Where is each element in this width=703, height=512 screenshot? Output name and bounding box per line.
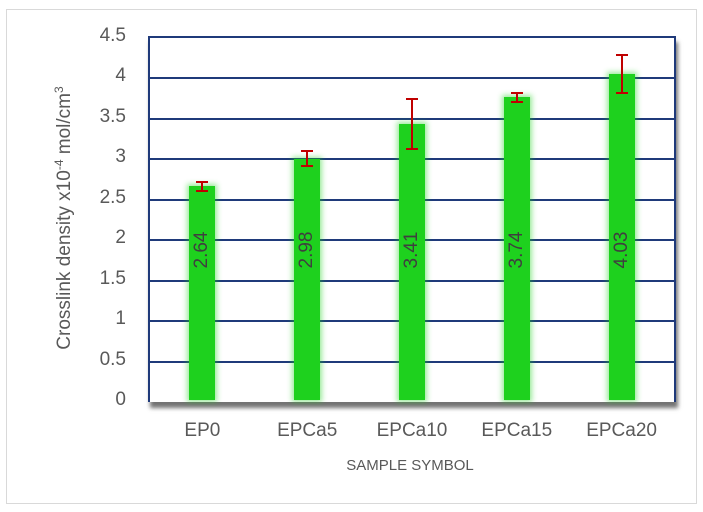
error-bar-cap	[301, 165, 314, 168]
x-tick-label: EPCa5	[277, 420, 338, 441]
error-bar	[411, 99, 413, 150]
x-tick-label: EPCa20	[586, 420, 657, 441]
error-bar	[306, 150, 309, 167]
x-tick-label: EP0	[184, 420, 221, 441]
error-bar	[620, 54, 623, 94]
error-bar-cap	[510, 92, 523, 95]
x-tick-label: EPCa15	[481, 420, 553, 441]
error-bar-cap	[615, 53, 628, 56]
x-axis-label: SAMPLE SYMBOL	[346, 457, 474, 474]
y-tick-label: 1.5	[99, 267, 126, 289]
error-bar-cap	[406, 148, 418, 151]
gridline	[150, 77, 674, 80]
bar: 3.74	[503, 97, 530, 400]
bar: 2.98	[294, 158, 321, 400]
error-bar	[201, 181, 204, 192]
bar-value-label: 3.41	[401, 231, 422, 269]
error-bar-cap	[615, 92, 628, 95]
bar: 4.03	[608, 74, 635, 400]
y-tick-label: 0	[115, 389, 126, 410]
y-tick-label: 4	[115, 65, 126, 87]
x-tick-label: EPCa10	[376, 420, 448, 441]
y-tick-label: 3	[115, 146, 126, 168]
y-tick-label: 2	[115, 227, 126, 249]
error-bar	[515, 93, 518, 103]
y-tick-label: 1	[115, 308, 126, 330]
y-tick-label: 3.5	[99, 105, 126, 127]
bar: 3.41	[399, 124, 425, 400]
bar-value-label: 4.03	[610, 231, 632, 269]
error-bar-cap	[510, 101, 523, 104]
bar: 2.64	[189, 186, 216, 400]
bar-value-label: 2.64	[191, 231, 213, 269]
error-bar-cap	[406, 98, 418, 101]
error-bar-cap	[301, 149, 314, 152]
bar-value-label: 3.74	[505, 231, 527, 269]
y-tick-label: 0.5	[99, 348, 126, 370]
y-tick-label: 4.5	[99, 25, 126, 46]
y-axis-label: Crosslink density x10-4 mol/cm3	[51, 86, 76, 350]
y-tick-label: 2.5	[99, 186, 126, 208]
bar-value-label: 2.98	[296, 231, 318, 269]
error-bar-cap	[196, 190, 209, 193]
error-bar-cap	[196, 180, 209, 183]
